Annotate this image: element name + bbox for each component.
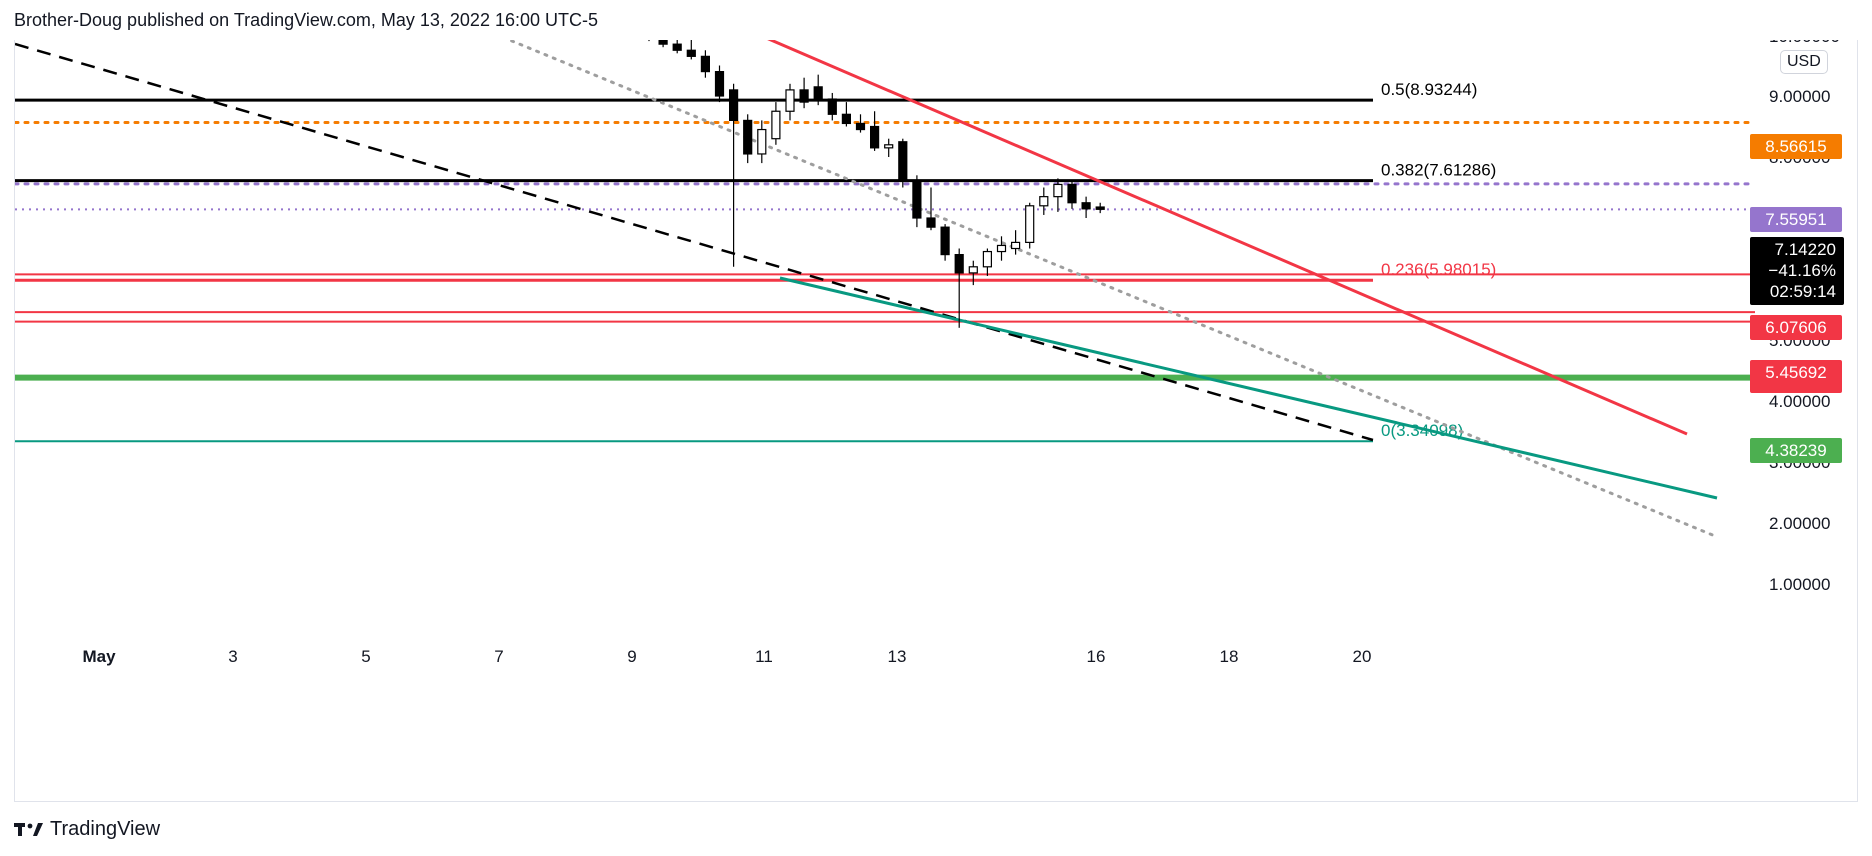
fib-label-3: 0(3.34098): [1381, 421, 1463, 440]
bar-countdown: 02:59:14: [1769, 282, 1836, 301]
candle-body-29: [1053, 183, 1063, 198]
tradingview-wordmark: TradingView: [50, 817, 161, 840]
candle-body-20: [926, 217, 936, 228]
time-tick-3: 7: [494, 647, 503, 666]
time-tick-0: May: [82, 647, 116, 666]
time-tick-1: 3: [228, 647, 237, 666]
candle-body-8: [757, 128, 767, 155]
time-tick-7: 16: [1087, 647, 1106, 666]
current-price-value: 7.14220: [1774, 240, 1836, 259]
fib-label-0: 0.5(8.93244): [1381, 80, 1477, 99]
time-tick-9: 20: [1353, 647, 1372, 666]
dotted-trendline: [505, 40, 1717, 538]
time-tick-5: 11: [755, 647, 773, 666]
time-tick-4: 9: [627, 647, 636, 666]
candle-body-9: [771, 110, 781, 140]
candle-body-10: [785, 89, 795, 112]
candle-body-23: [968, 266, 978, 274]
candle-body-2: [672, 43, 682, 51]
price-tag-orange: 8.56615: [1750, 134, 1842, 159]
tradingview-logo-icon: [14, 823, 43, 836]
candle-body-6: [728, 89, 739, 122]
price-tag-red-lower: 5.45692: [1750, 360, 1842, 385]
candle-body-4: [700, 55, 711, 73]
footer-brand[interactable]: TradingView: [14, 816, 160, 842]
candle-body-16: [869, 125, 880, 149]
candle-body-26: [1010, 241, 1021, 250]
price-tag-purple: 7.55951: [1750, 207, 1842, 232]
red-downtrend-line: [767, 40, 1688, 436]
price-tick-5: 2.00000: [1769, 514, 1830, 533]
fib-label-1: 0.382(7.61286): [1381, 161, 1496, 180]
candle-body-27: [1025, 205, 1035, 244]
candle-body-11: [799, 89, 809, 103]
price-tick-3: 4.00000: [1769, 392, 1830, 411]
currency-badge[interactable]: USD: [1780, 50, 1828, 74]
price-tick-0: 9.00000: [1769, 87, 1830, 106]
candle-body-32: [1095, 206, 1105, 210]
candle-body-22: [954, 254, 964, 274]
current-price-box: 7.14220 −41.16% 02:59:14: [1750, 237, 1844, 305]
publisher-header: Brother-Doug published on TradingView.co…: [14, 10, 598, 30]
candle-body-28: [1039, 196, 1049, 207]
candle-body-21: [940, 226, 950, 256]
green-channel-line: [779, 276, 1718, 500]
chart-area[interactable]: 0.5(8.93244) 0.382(7.61286) 0.236(5.98015)…: [14, 40, 1858, 802]
candle-body-31: [1081, 202, 1091, 210]
fib-label-2: 0.236(5.98015): [1381, 260, 1496, 279]
dashed-trendline: [15, 42, 1374, 442]
current-price-change: −41.16%: [1768, 261, 1836, 280]
candle-body-7: [743, 119, 753, 155]
price-tag-green: 4.38239: [1750, 438, 1842, 463]
time-tick-6: 13: [888, 647, 907, 666]
candle-body-12: [813, 86, 823, 100]
candle-body-24: [982, 250, 993, 268]
candle-body-3: [686, 49, 696, 57]
candle-body-18: [898, 141, 908, 183]
candle-body-17: [884, 144, 894, 149]
candle-body-19: [912, 180, 922, 219]
candle-body-5: [714, 71, 725, 97]
time-tick-8: 18: [1220, 647, 1239, 666]
price-tick-6: 1.00000: [1769, 575, 1830, 594]
candle-body-15: [855, 122, 866, 131]
candle-body-25: [996, 244, 1007, 253]
time-tick-2: 5: [361, 647, 370, 666]
candle-body-14: [841, 113, 852, 125]
price-chart[interactable]: 0.5(8.93244) 0.382(7.61286) 0.236(5.98015)…: [15, 40, 1859, 802]
candle-body-1: [658, 40, 668, 45]
price-tick-top: 10.00000: [1769, 40, 1840, 46]
price-tag-red-upper: 6.07606: [1750, 315, 1842, 340]
candle-body-30: [1067, 183, 1077, 204]
candle-body-13: [827, 98, 837, 115]
